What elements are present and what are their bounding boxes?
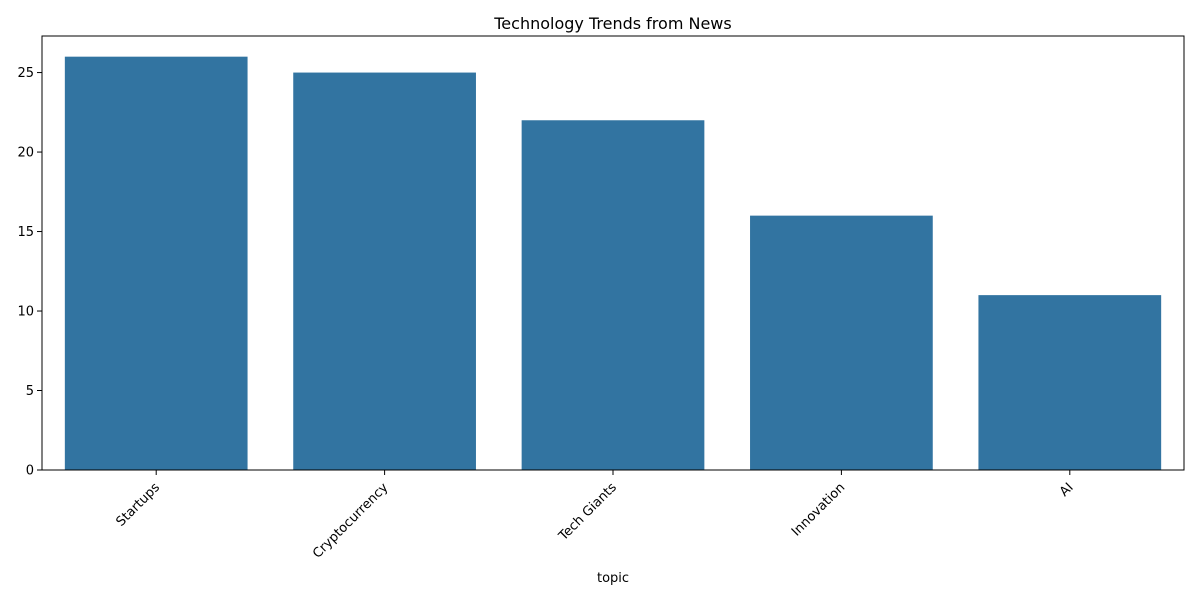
x-tick-label: Startups bbox=[114, 480, 164, 530]
x-tick-label: AI bbox=[1057, 480, 1077, 500]
x-axis: Startups Cryptocurrency Tech Giants Innovat… bbox=[114, 470, 1077, 562]
bar-cryptocurrency bbox=[293, 72, 476, 470]
y-tick-label: 20 bbox=[17, 146, 34, 161]
chart-title: Technology Trends from News bbox=[493, 14, 731, 33]
y-tick-label: 25 bbox=[17, 66, 34, 81]
bar-innovation bbox=[750, 215, 933, 470]
y-axis: 0 5 10 15 20 25 bbox=[17, 66, 42, 479]
x-tick-label: Innovation bbox=[789, 480, 848, 539]
x-axis-label: topic bbox=[597, 571, 629, 586]
y-tick-label: 5 bbox=[26, 384, 34, 399]
plot-frame bbox=[41, 35, 1185, 471]
y-tick-label: 0 bbox=[26, 464, 34, 479]
y-tick-label: 10 bbox=[17, 305, 34, 320]
bar-startups bbox=[64, 56, 248, 471]
x-tick-label: Tech Giants bbox=[555, 480, 620, 545]
x-tick-label: Cryptocurrency bbox=[310, 480, 392, 562]
y-tick-label: 15 bbox=[17, 225, 34, 240]
bars-layer bbox=[64, 56, 1162, 471]
bar-ai bbox=[978, 295, 1162, 470]
bar-tech-giants bbox=[521, 120, 705, 470]
